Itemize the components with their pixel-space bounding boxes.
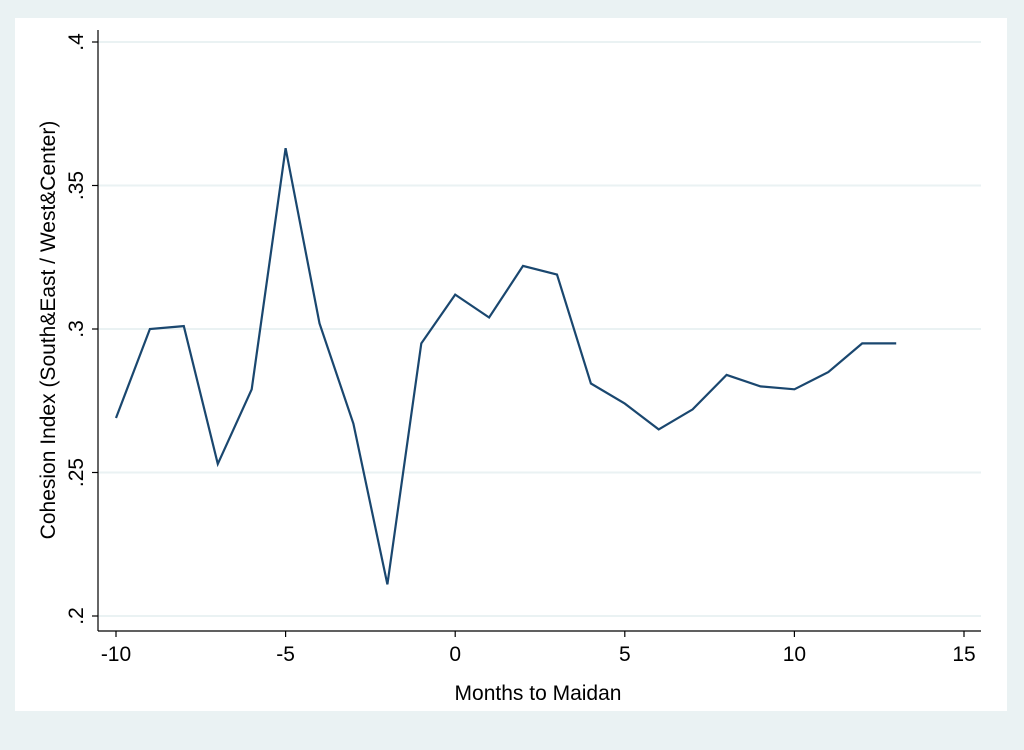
- axes: [97, 30, 981, 632]
- x-tick-label: 10: [783, 643, 806, 666]
- y-axis-title: Cohesion Index (South&East / West&Center…: [37, 121, 60, 540]
- ticks: .2 .25 .3 .35 .4 -10 -5 0 5 10 15: [65, 33, 976, 666]
- x-tick-label: -5: [276, 643, 295, 666]
- series: [114, 147, 897, 585]
- x-axis-title: Months to Maidan: [455, 682, 622, 705]
- x-tick-label: 0: [449, 643, 461, 666]
- gridlines: [98, 41, 981, 617]
- x-tick-label: 5: [619, 643, 631, 666]
- x-tick-label: -10: [101, 643, 131, 666]
- y-tick-label: .4: [65, 33, 88, 51]
- y-tick-label: .3: [65, 320, 88, 338]
- y-tick-label: .2: [65, 607, 88, 625]
- y-tick-label: .25: [65, 458, 88, 487]
- plot-frame: [15, 18, 1007, 711]
- x-tick-label: 15: [952, 643, 975, 666]
- y-tick-label: .35: [65, 171, 88, 200]
- series-line: [114, 147, 897, 585]
